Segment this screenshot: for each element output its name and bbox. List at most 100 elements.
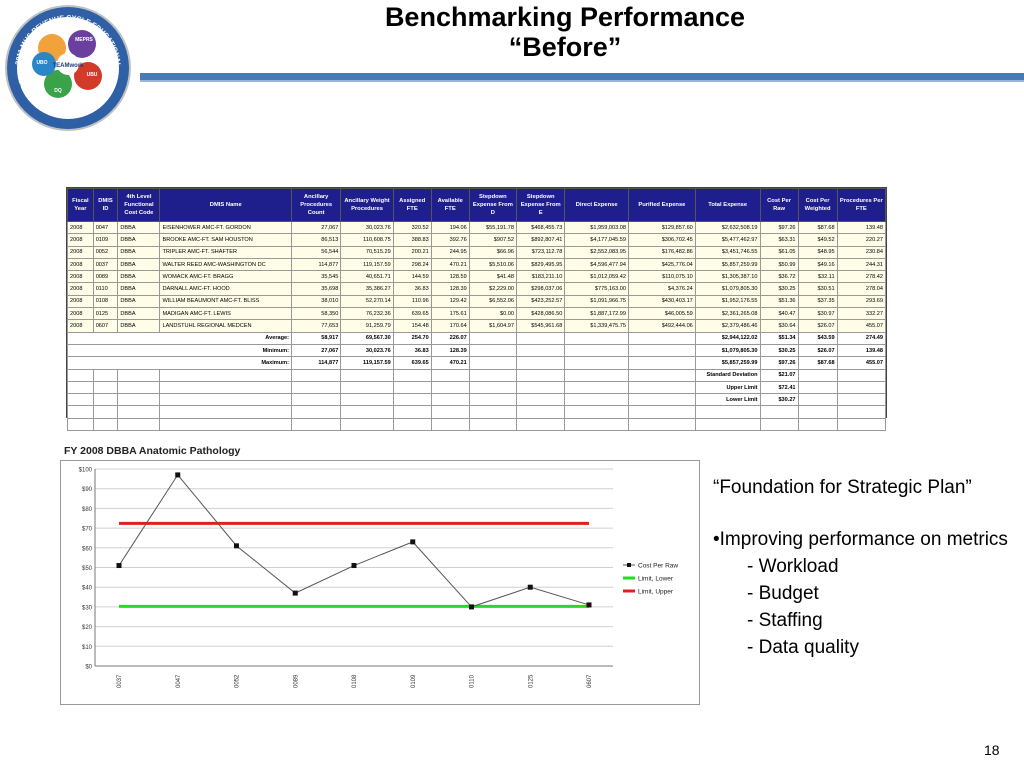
table-cell: $183,211.10 bbox=[516, 270, 566, 284]
empty-cell bbox=[159, 380, 292, 395]
empty-cell bbox=[564, 380, 630, 395]
table-row: 2008 0037 DBBA WALTER REED AMC-WASHINGTON D… bbox=[67, 257, 887, 272]
table-cell: WALTER REED AMC-WASHINGTON DC bbox=[159, 257, 292, 272]
table-cell: $0.00 bbox=[468, 307, 518, 321]
table-cell: $306,702.45 bbox=[628, 233, 696, 247]
table-cell: 220.27 bbox=[836, 233, 887, 247]
table-row: 2008 0089 DBBA WOMACK AMC-FT. BRAGG 35,545 40… bbox=[67, 270, 887, 284]
conference-logo: 2011 MHS REVENUE CYCLE EDUCATIONAL CONFE… bbox=[0, 0, 136, 136]
table-cell: 0607 bbox=[92, 319, 119, 333]
summary-cell bbox=[628, 356, 696, 370]
empty-cell bbox=[516, 380, 566, 395]
empty-cell bbox=[159, 417, 292, 432]
page-number: 18 bbox=[984, 742, 1000, 758]
summary-label: Average: bbox=[67, 331, 292, 345]
empty-cell bbox=[290, 393, 342, 407]
header-cost-per-weighted: Cost Per Weighted bbox=[797, 188, 838, 222]
data-point bbox=[586, 602, 592, 608]
table-cell: $30.51 bbox=[797, 282, 838, 296]
summary-cell: 139.48 bbox=[836, 343, 887, 358]
table-cell: 0125 bbox=[92, 307, 119, 321]
title-underline-accent bbox=[140, 80, 1024, 82]
summary-cell bbox=[516, 356, 566, 370]
slide-title-line2: “Before” bbox=[508, 32, 622, 62]
x-tick-label: 0125 bbox=[528, 674, 534, 688]
table-cell: 76,232.36 bbox=[340, 307, 394, 321]
notes-item-budget: - Budget bbox=[747, 583, 819, 604]
table-cell: DBBA bbox=[117, 294, 161, 309]
stats-row: Upper Limit $72.41 bbox=[67, 380, 887, 395]
empty-cell bbox=[694, 405, 761, 419]
summary-cell: 114,877 bbox=[290, 356, 342, 370]
table-header-row: Fiscal Year DMIS ID 4th Level Functional… bbox=[67, 188, 887, 222]
empty-cell bbox=[564, 368, 630, 382]
empty-cell bbox=[694, 417, 761, 432]
table-cell: $907.52 bbox=[468, 233, 518, 247]
empty-cell bbox=[392, 368, 432, 382]
y-tick-label: $10 bbox=[82, 645, 93, 651]
y-tick-label: $100 bbox=[79, 468, 93, 474]
summary-cell: 639.65 bbox=[392, 356, 432, 370]
empty-cell bbox=[159, 393, 292, 407]
table-cell: 129.42 bbox=[430, 294, 470, 309]
table-cell: 154.48 bbox=[392, 319, 432, 333]
table-cell: 52,270.14 bbox=[340, 294, 394, 309]
empty-cell bbox=[836, 417, 887, 432]
data-point bbox=[469, 604, 474, 610]
y-tick-label: $80 bbox=[82, 507, 93, 513]
table-cell: $36.72 bbox=[759, 270, 799, 284]
table-cell: 0052 bbox=[92, 245, 119, 259]
empty-cell bbox=[836, 380, 887, 395]
table-cell: $6,552.06 bbox=[468, 294, 518, 309]
table-cell: WOMACK AMC-FT. BRAGG bbox=[159, 270, 292, 284]
table-cell: $32.11 bbox=[797, 270, 838, 284]
summary-cell: $51.34 bbox=[759, 331, 799, 345]
data-point bbox=[116, 563, 122, 569]
empty-cell bbox=[628, 405, 696, 419]
table-cell: $40.47 bbox=[759, 307, 799, 321]
table-cell: $829,495.95 bbox=[516, 257, 566, 272]
empty-cell bbox=[340, 368, 394, 382]
benchmark-table-container: Fiscal Year DMIS ID 4th Level Functional… bbox=[66, 187, 887, 432]
table-cell: $2,379,486.46 bbox=[694, 319, 761, 333]
empty-cell bbox=[159, 405, 292, 419]
summary-cell bbox=[564, 343, 630, 358]
empty-cell bbox=[564, 393, 630, 407]
table-cell: 38,010 bbox=[290, 294, 342, 309]
table-cell: DBBA bbox=[117, 233, 161, 247]
table-cell: 244.95 bbox=[430, 245, 470, 259]
table-cell: 194.06 bbox=[430, 220, 470, 235]
table-row: 2008 0047 DBBA EISENHOWER AMC-FT. GORDON 27,… bbox=[67, 220, 887, 235]
logo-center-text: TEAMwork bbox=[52, 63, 84, 69]
empty-cell bbox=[516, 417, 566, 432]
table-cell: 244.31 bbox=[836, 257, 887, 272]
header-procedures-per-fte: Procedures Per FTE bbox=[836, 188, 887, 222]
empty-cell bbox=[516, 368, 566, 382]
table-cell: $2,632,508.19 bbox=[694, 220, 761, 235]
table-cell: $49.52 bbox=[797, 233, 838, 247]
table-cell: LANDSTUHL REGIONAL MEDCEN bbox=[159, 319, 292, 333]
table-cell: 332.27 bbox=[836, 307, 887, 321]
line-chart: $0 $10 $20 $30 $40 $50 $60 $70 $80 $90 $100 0037 004… bbox=[79, 468, 679, 689]
empty-cell bbox=[628, 417, 696, 432]
table-cell: $5,477,462.97 bbox=[694, 233, 761, 247]
summary-cell: $43.59 bbox=[797, 331, 838, 345]
table-row: 2008 0125 DBBA MADIGAN AMC-FT. LEWIS 58,350 7… bbox=[67, 307, 887, 321]
empty-cell bbox=[92, 393, 119, 407]
empty-cell bbox=[290, 368, 342, 382]
header-functional-cost-code: 4th Level Functional Cost Code bbox=[117, 188, 161, 222]
x-tick-label: 0052 bbox=[235, 674, 241, 688]
empty-cell bbox=[392, 405, 432, 419]
table-row: 2008 0607 DBBA LANDSTUHL REGIONAL MEDCEN 77,… bbox=[67, 319, 887, 333]
table-cell: $1,959,003.08 bbox=[564, 220, 630, 235]
summary-cell: 119,157.59 bbox=[340, 356, 394, 370]
header-ancillary-weight: Ancillary Weight Procedures bbox=[340, 188, 394, 222]
table-cell: 91,259.79 bbox=[340, 319, 394, 333]
summary-cell: $1,079,805.30 bbox=[694, 343, 761, 358]
table-cell: $425,776.04 bbox=[628, 257, 696, 272]
table-cell: 320.52 bbox=[392, 220, 432, 235]
x-tick-label: 0037 bbox=[117, 674, 123, 688]
empty-cell bbox=[516, 393, 566, 407]
notes-item-workload: - Workload bbox=[747, 556, 839, 577]
table-cell: 56,544 bbox=[290, 245, 342, 259]
